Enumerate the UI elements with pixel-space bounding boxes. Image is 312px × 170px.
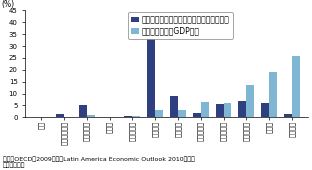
Bar: [178, 110, 186, 117]
Bar: [193, 113, 201, 117]
Bar: [223, 103, 232, 117]
Bar: [147, 18, 155, 117]
Bar: [216, 104, 223, 117]
Y-axis label: (%): (%): [2, 0, 15, 9]
Bar: [170, 96, 178, 117]
Bar: [284, 114, 292, 117]
Text: 資料：OECD（2009年）「Latin America Economic Outlook 2010」から
　　　作成。: 資料：OECD（2009年）「Latin America Economic Ou…: [3, 156, 195, 168]
Bar: [87, 115, 95, 117]
Legend: 中南米地域への郷里送金総額に占める割合, 郷里送金額（対GDP比）: 中南米地域への郷里送金総額に占める割合, 郷里送金額（対GDP比）: [128, 12, 233, 39]
Bar: [56, 114, 64, 117]
Bar: [261, 103, 269, 117]
Bar: [155, 110, 163, 117]
Bar: [79, 105, 87, 117]
Bar: [246, 85, 254, 117]
Bar: [132, 116, 140, 117]
Bar: [238, 101, 246, 117]
Bar: [124, 116, 132, 117]
Bar: [269, 72, 277, 117]
Bar: [201, 102, 209, 117]
Bar: [292, 56, 300, 117]
